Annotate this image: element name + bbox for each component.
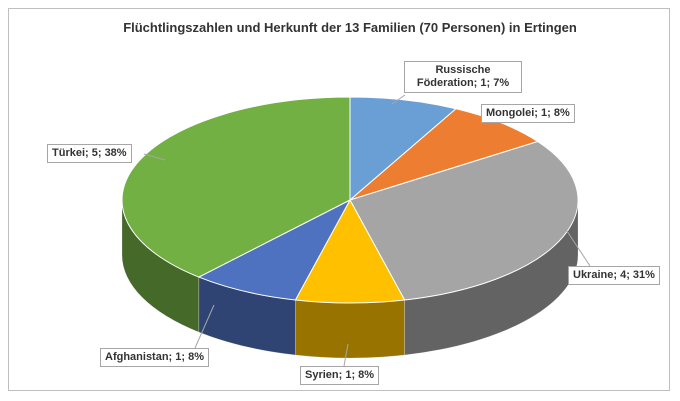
chart-title: Flüchtlingszahlen und Herkunft der 13 Fa… (123, 20, 577, 35)
slice (197, 198, 352, 301)
data-label: Syrien; 1; 8% (300, 366, 380, 385)
data-label: Mongolei; 1; 8% (481, 104, 575, 123)
slice (349, 96, 458, 202)
slice-side-shade (295, 300, 405, 358)
slice-side-shade (122, 200, 199, 333)
slice (121, 96, 351, 278)
slice (349, 140, 579, 301)
chart-frame (8, 8, 670, 391)
leader-lines (143, 94, 591, 367)
data-label: Russische Föderation; 1; 7% (404, 61, 522, 93)
data-label: Ukraine; 4; 31% (568, 266, 660, 285)
slice (294, 198, 406, 304)
data-label: Türkei; 5; 38% (47, 144, 132, 163)
slice-side-shade (198, 277, 296, 356)
slice-side-shade (404, 200, 578, 356)
data-label: Afghanistan; 1; 8% (100, 348, 210, 367)
